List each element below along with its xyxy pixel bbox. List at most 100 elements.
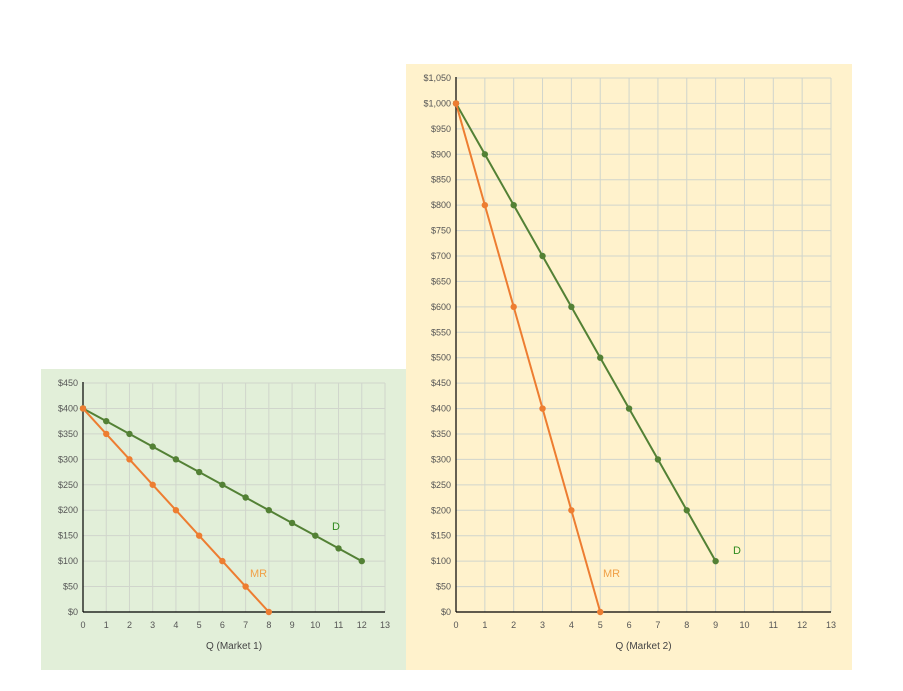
x-tick-label: 0 xyxy=(80,620,85,630)
x-tick-label: 3 xyxy=(540,620,545,630)
y-tick-label: $600 xyxy=(431,302,451,312)
y-tick-label: $350 xyxy=(431,429,451,439)
y-tick-label: $100 xyxy=(58,556,78,566)
data-point-d xyxy=(712,557,719,565)
data-point-mr xyxy=(510,303,517,311)
y-tick-label: $200 xyxy=(431,505,451,515)
data-point-mr xyxy=(568,507,575,514)
x-tick-label: 4 xyxy=(173,620,178,630)
data-point-d xyxy=(126,430,133,438)
x-tick-label: 12 xyxy=(357,620,367,630)
y-tick-label: $150 xyxy=(58,531,78,541)
y-tick-label: $300 xyxy=(58,454,78,464)
series-label-d: D xyxy=(332,521,340,533)
x-tick-label: 2 xyxy=(127,620,132,630)
data-point-d xyxy=(683,507,690,514)
data-point-mr xyxy=(126,456,133,463)
y-tick-label: $350 xyxy=(58,429,78,439)
data-point-d xyxy=(358,557,365,565)
data-point-mr xyxy=(597,608,604,616)
x-tick-label: 13 xyxy=(826,620,836,630)
data-point-mr xyxy=(539,405,546,412)
y-tick-label: $650 xyxy=(431,276,451,286)
y-tick-label: $550 xyxy=(431,327,451,337)
data-point-d xyxy=(625,405,633,412)
y-tick-label: $400 xyxy=(58,403,78,413)
x-axis-title: Q (Market 2) xyxy=(615,641,671,652)
y-tick-label: $0 xyxy=(441,607,451,617)
x-tick-label: 11 xyxy=(334,620,343,630)
x-tick-label: 1 xyxy=(482,620,487,630)
y-tick-label: $1,050 xyxy=(423,73,451,83)
x-tick-label: 6 xyxy=(627,620,632,630)
y-tick-label: $250 xyxy=(58,480,78,490)
series-line-mr xyxy=(455,103,602,613)
y-tick-label: $500 xyxy=(431,353,451,363)
market-2-chart: $0 $50 $100 $150 $200 $250 $300 $350 $400 $450 $50… xyxy=(406,64,852,670)
data-point-mr xyxy=(219,557,226,565)
data-point-mr xyxy=(149,481,156,488)
x-tick-label: 9 xyxy=(290,620,295,630)
data-point-mr xyxy=(79,405,87,412)
x-tick-label: 3 xyxy=(150,620,155,630)
data-point-d xyxy=(103,417,110,425)
x-tick-label: 1 xyxy=(104,620,109,630)
data-point-d xyxy=(654,456,662,463)
data-point-d xyxy=(510,201,517,209)
data-point-d xyxy=(568,303,575,311)
data-point-d xyxy=(265,507,273,514)
data-point-mr xyxy=(452,100,460,107)
data-point-d xyxy=(242,494,249,501)
data-point-mr xyxy=(172,507,180,514)
y-tick-label: $0 xyxy=(68,607,78,617)
data-point-d xyxy=(195,468,203,476)
data-point-mr xyxy=(195,532,203,539)
series-label-mr: MR xyxy=(603,568,620,580)
y-tick-label: $450 xyxy=(58,378,78,388)
x-tick-label: 10 xyxy=(739,620,749,630)
x-tick-label: 2 xyxy=(511,620,516,630)
x-axis-title: Q (Market 1) xyxy=(206,641,262,652)
y-tick-label: $900 xyxy=(431,149,451,159)
x-tick-label: 5 xyxy=(197,620,202,630)
x-tick-label: 6 xyxy=(220,620,225,630)
x-tick-label: 13 xyxy=(380,620,390,630)
x-tick-label: 12 xyxy=(797,620,807,630)
y-tick-label: $400 xyxy=(431,404,451,414)
y-tick-label: $200 xyxy=(58,505,78,515)
x-tick-label: 7 xyxy=(655,620,660,630)
y-tick-label: $250 xyxy=(431,480,451,490)
data-point-d xyxy=(312,532,319,539)
data-point-mr xyxy=(103,430,110,438)
y-tick-label: $50 xyxy=(436,582,451,592)
y-tick-label: $1,000 xyxy=(423,98,451,108)
data-point-d xyxy=(481,151,489,158)
x-tick-label: 0 xyxy=(453,620,458,630)
data-point-mr xyxy=(265,608,273,616)
series-label-d: D xyxy=(733,545,741,557)
x-tick-label: 9 xyxy=(713,620,718,630)
x-tick-label: 8 xyxy=(684,620,689,630)
x-tick-label: 10 xyxy=(310,620,320,630)
y-tick-label: $800 xyxy=(431,200,451,210)
y-tick-label: $50 xyxy=(63,582,78,592)
x-tick-label: 8 xyxy=(266,620,271,630)
data-point-mr xyxy=(481,201,489,209)
series-line-d xyxy=(455,102,717,562)
data-point-d xyxy=(288,519,296,527)
data-point-d xyxy=(149,443,156,450)
y-tick-label: $850 xyxy=(431,175,451,185)
data-point-d xyxy=(219,481,226,488)
data-point-mr xyxy=(242,583,249,590)
data-point-d xyxy=(539,252,546,260)
y-tick-label: $700 xyxy=(431,251,451,261)
y-tick-label: $750 xyxy=(431,226,451,236)
x-tick-label: 7 xyxy=(243,620,248,630)
y-tick-label: $950 xyxy=(431,124,451,134)
data-point-d xyxy=(172,456,180,463)
x-tick-label: 4 xyxy=(569,620,574,630)
y-tick-label: $300 xyxy=(431,454,451,464)
y-tick-label: $150 xyxy=(431,531,451,541)
